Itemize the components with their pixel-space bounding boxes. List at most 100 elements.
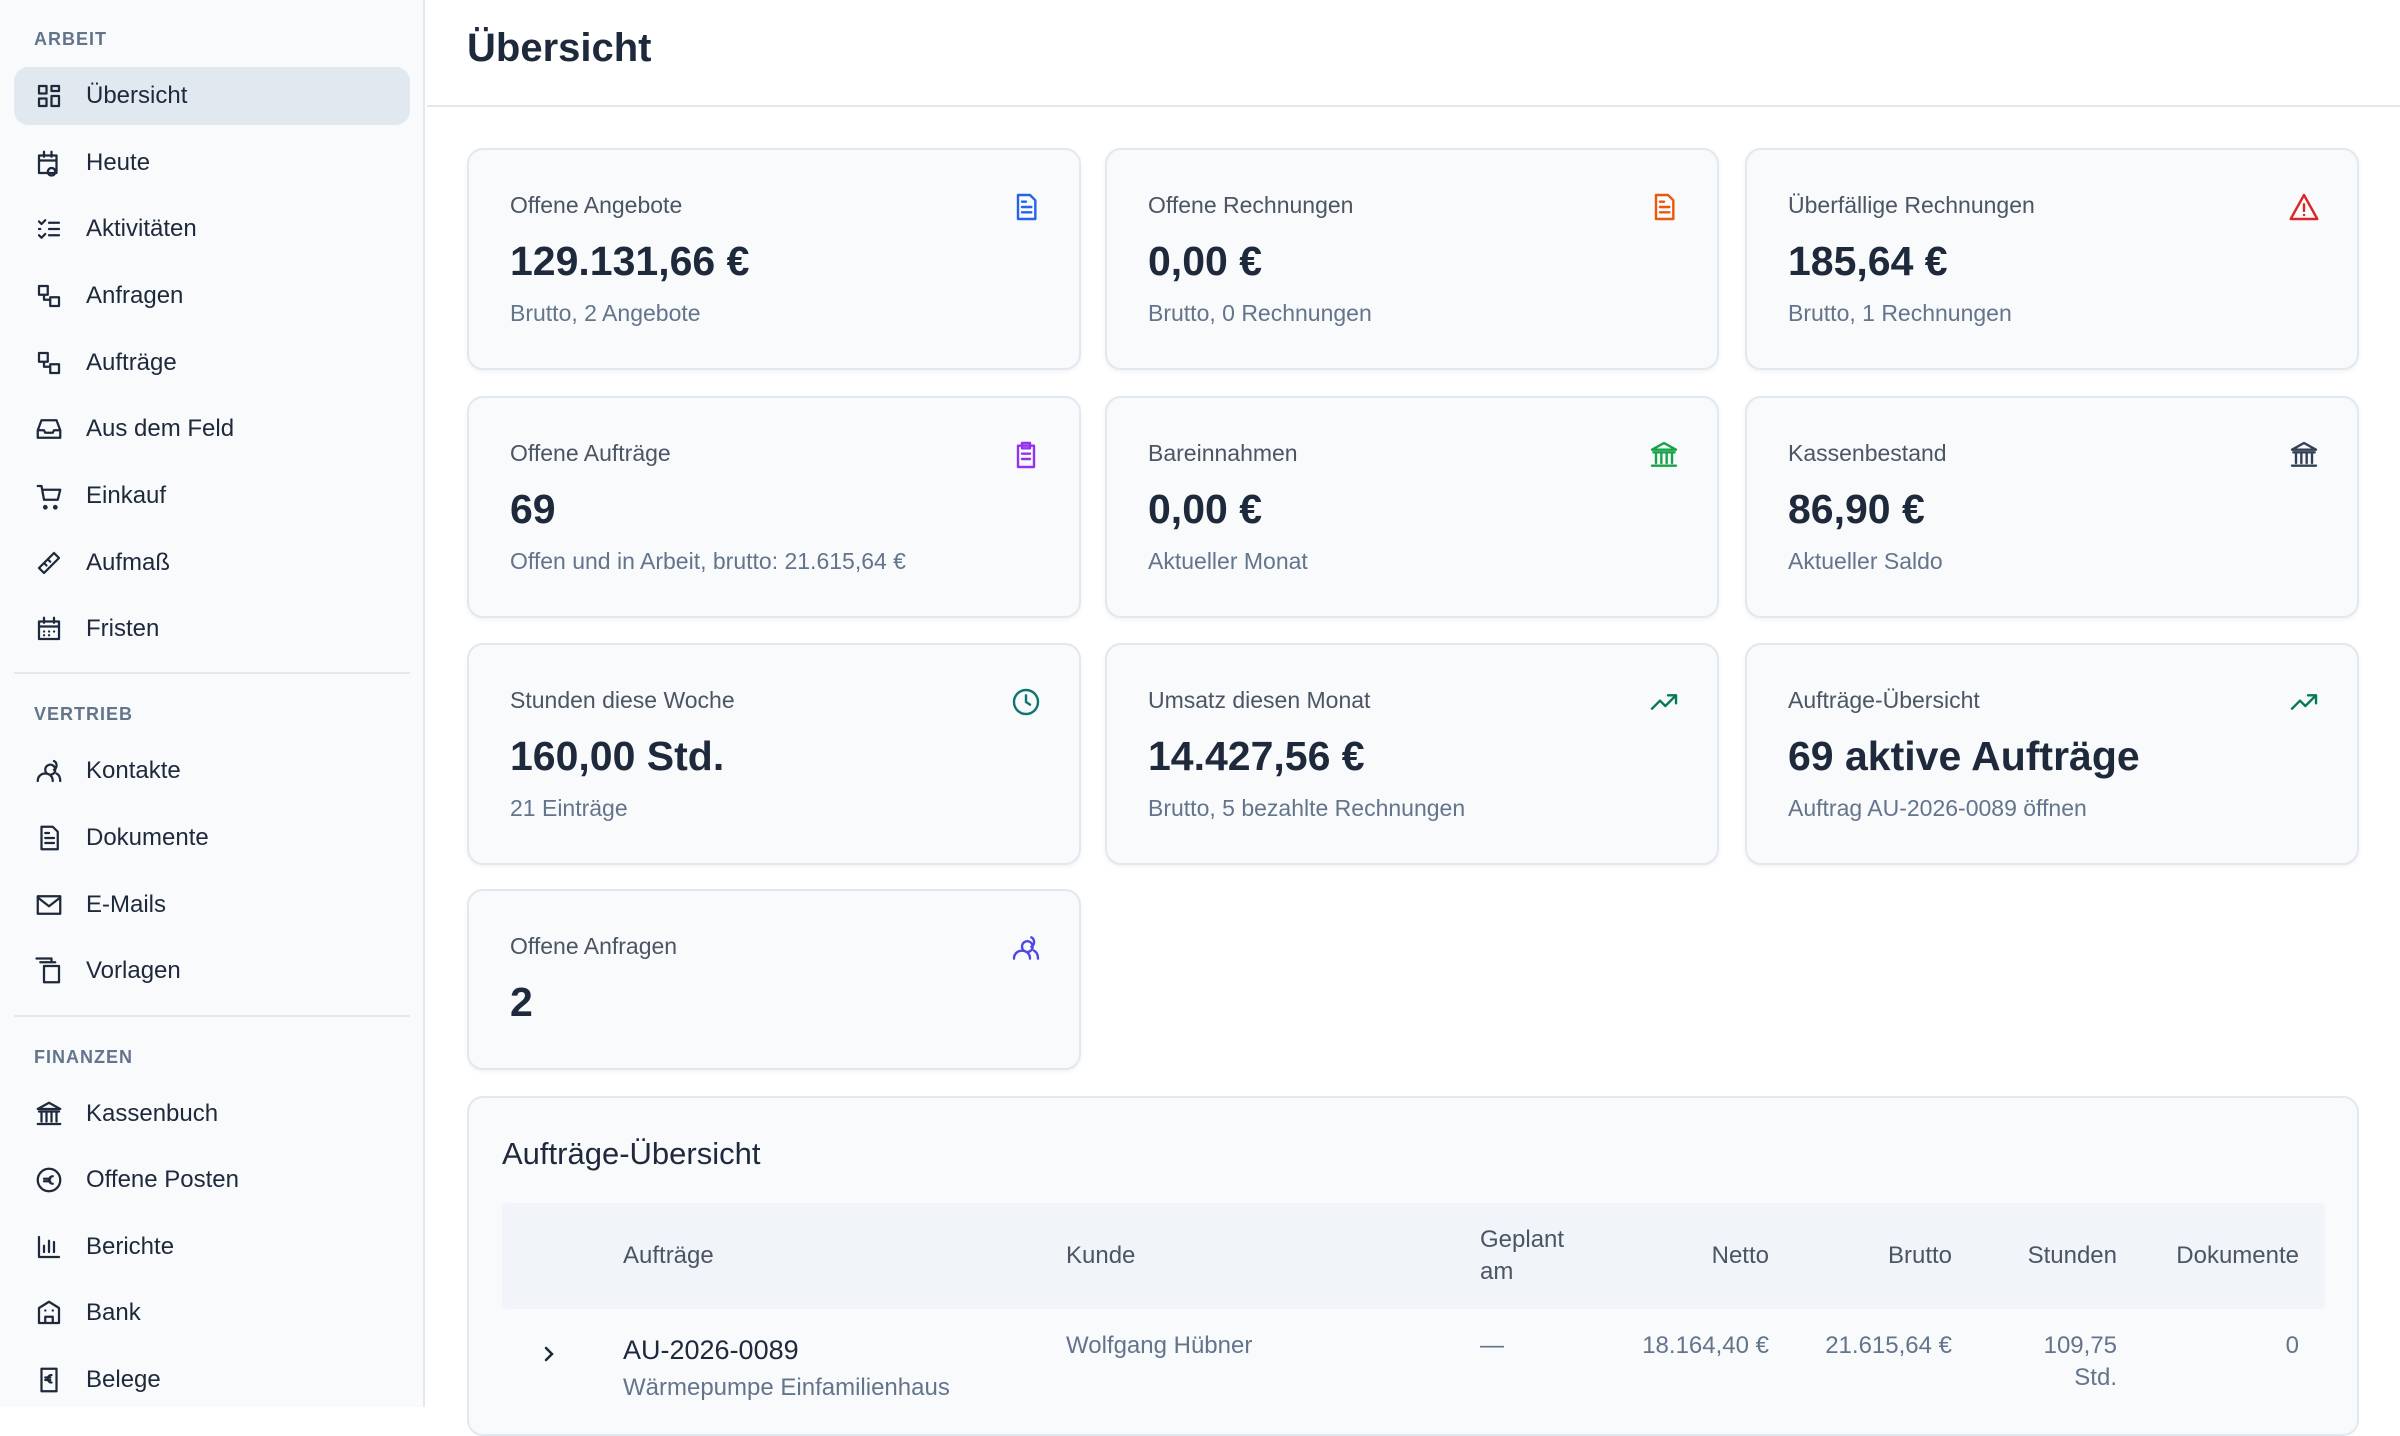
nav-label: E-Mails: [86, 891, 167, 918]
nav-item[interactable]: Anfragen: [14, 267, 410, 325]
nav-item[interactable]: Aktivitäten: [14, 200, 410, 258]
card-subtext: Brutto, 0 Rechnungen: [1148, 300, 1372, 326]
nav-label: Kassenbuch: [86, 1100, 219, 1127]
nav-item[interactable]: E-Mails: [14, 876, 410, 934]
nav-item[interactable]: Belege: [14, 1351, 410, 1409]
icon: [36, 419, 62, 439]
stat-card[interactable]: Offene Angebote 129.131,66 € Brutto, 2 Ang…: [467, 148, 1081, 370]
icon: [37, 284, 61, 308]
stat-card[interactable]: Aufträge-Übersicht 69 aktive Aufträge Auft…: [1745, 643, 2359, 865]
page: ARBEIT Übersicht Heute Aktivitäten Anfragen A…: [14, 0, 2400, 1436]
card-value: 160,00 Std.: [510, 733, 725, 779]
table-cell: 18.164,40 €: [1642, 1332, 1769, 1359]
card-label: Offene Anfragen: [510, 933, 678, 959]
header: Übersicht: [427, 0, 2400, 107]
card-subtext: Brutto, 1 Rechnungen: [1788, 300, 2012, 326]
card-subtext: Aktueller Monat: [1148, 548, 1308, 574]
nav-item[interactable]: Aufmaß: [14, 534, 410, 592]
column-header: Aufträge: [623, 1242, 714, 1269]
stat-card[interactable]: Kassenbestand 86,90 € Aktueller Saldo: [1745, 396, 2359, 618]
icon: [37, 551, 61, 575]
card-value: 2: [510, 979, 533, 1025]
nav-label: Übersicht: [86, 82, 188, 109]
stat-card[interactable]: Offene Anfragen 2: [467, 889, 1081, 1070]
page-title: Übersicht: [467, 26, 652, 70]
card-value: 14.427,56 €: [1148, 733, 1365, 779]
nav-label: Fristen: [86, 615, 160, 642]
nav-label: Einkauf: [86, 482, 167, 509]
card-subtext: Brutto, 2 Angebote: [510, 300, 701, 326]
icon: [36, 759, 62, 783]
card-value: 0,00 €: [1148, 486, 1262, 532]
table-cell[interactable]: AU-2026-0089: [623, 1335, 799, 1365]
nav-item[interactable]: Kontakte: [14, 742, 410, 800]
card-subtext: Brutto, 5 bezahlte Rechnungen: [1148, 795, 1466, 821]
card-label: Aufträge-Übersicht: [1788, 687, 1980, 713]
nav-item[interactable]: Offene Posten: [14, 1151, 410, 1209]
stat-card[interactable]: Stunden diese Woche 160,00 Std. 21 Einträg…: [467, 643, 1081, 865]
stat-card[interactable]: Umsatz diesen Monat 14.427,56 € Brutto, 5 …: [1105, 643, 1719, 865]
nav-item[interactable]: Aus dem Feld: [14, 400, 410, 458]
column-header: Kunde: [1066, 1242, 1136, 1269]
icon: [1016, 441, 1036, 469]
table-card: Aufträge-Übersicht Aufträge Kunde Geplant …: [467, 1096, 2359, 1436]
nav-label: Aus dem Feld: [86, 415, 235, 442]
nav-item[interactable]: Bank: [14, 1284, 410, 1342]
nav-item[interactable]: Berichte: [14, 1218, 410, 1276]
icon: [36, 1101, 62, 1126]
card-label: Überfällige Rechnungen: [1788, 192, 2035, 218]
nav-item[interactable]: Heute: [14, 134, 410, 192]
icon: [37, 351, 61, 375]
card-value: 86,90 €: [1788, 486, 1925, 532]
card-label: Umsatz diesen Monat: [1148, 687, 1371, 713]
nav-label: Vorlagen: [86, 957, 181, 984]
table-title: Aufträge-Übersicht: [502, 1136, 761, 1171]
nav-item[interactable]: Übersicht: [14, 67, 410, 125]
icon: [36, 484, 62, 510]
card-label: Offene Aufträge: [510, 440, 671, 466]
icon: [40, 825, 59, 851]
card-value: 69: [510, 486, 556, 532]
nav-item[interactable]: Fristen: [14, 600, 410, 658]
nav-label: Belege: [86, 1366, 161, 1393]
nav-label: Dokumente: [86, 824, 209, 851]
icon: [35, 957, 61, 984]
icon: [1012, 936, 1040, 960]
icon: [37, 84, 61, 108]
table-cell: —: [1480, 1332, 1504, 1359]
table-cell: Wolfgang Hübner: [1066, 1332, 1253, 1359]
column-header: Dokumente: [2176, 1242, 2299, 1269]
stat-card[interactable]: Offene Aufträge 69 Offen und in Arbeit, br…: [467, 396, 1081, 618]
nav-item[interactable]: Kassenbuch: [14, 1085, 410, 1143]
stat-card[interactable]: Offene Rechnungen 0,00 € Brutto, 0 Rechnun…: [1105, 148, 1719, 370]
card-label: Offene Angebote: [510, 192, 683, 218]
icon: [37, 150, 58, 177]
card-value: 185,64 €: [1788, 238, 1948, 284]
nav-item[interactable]: Aufträge: [14, 334, 410, 392]
column-header: Geplant am: [1480, 1226, 1565, 1285]
icon: [1650, 694, 1678, 710]
stat-card[interactable]: Überfällige Rechnungen 185,64 € Brutto, 1 …: [1745, 148, 2359, 370]
icon: [36, 1167, 62, 1193]
card-label: Offene Rechnungen: [1148, 192, 1354, 218]
section-title: FINANZEN: [34, 1047, 133, 1067]
card-label: Stunden diese Woche: [510, 687, 735, 713]
nav-label: Bank: [86, 1299, 141, 1326]
nav-label: Aktivitäten: [86, 215, 197, 242]
card-label: Kassenbestand: [1788, 440, 1947, 466]
table-header-bg: [502, 1203, 2325, 1309]
card-subtext: Auftrag AU-2026-0089 öffnen: [1788, 795, 2087, 821]
nav-item[interactable]: Einkauf: [14, 467, 410, 525]
card-subtext: Offen und in Arbeit, brutto: 21.615,64 €: [510, 548, 906, 574]
icon: [2290, 441, 2318, 467]
nav-label: Heute: [86, 149, 151, 176]
expand-chevron[interactable]: [537, 1342, 561, 1371]
stat-card[interactable]: Bareinnahmen 0,00 € Aktueller Monat: [1105, 396, 1719, 618]
card-value: 0,00 €: [1148, 238, 1262, 284]
card-value: 129.131,66 €: [510, 238, 750, 284]
nav-item[interactable]: Dokumente: [14, 809, 410, 867]
icon: [1016, 193, 1037, 221]
nav-item[interactable]: Vorlagen: [14, 942, 410, 1000]
icon: [37, 1300, 61, 1325]
column-header: Netto: [1711, 1242, 1769, 1269]
